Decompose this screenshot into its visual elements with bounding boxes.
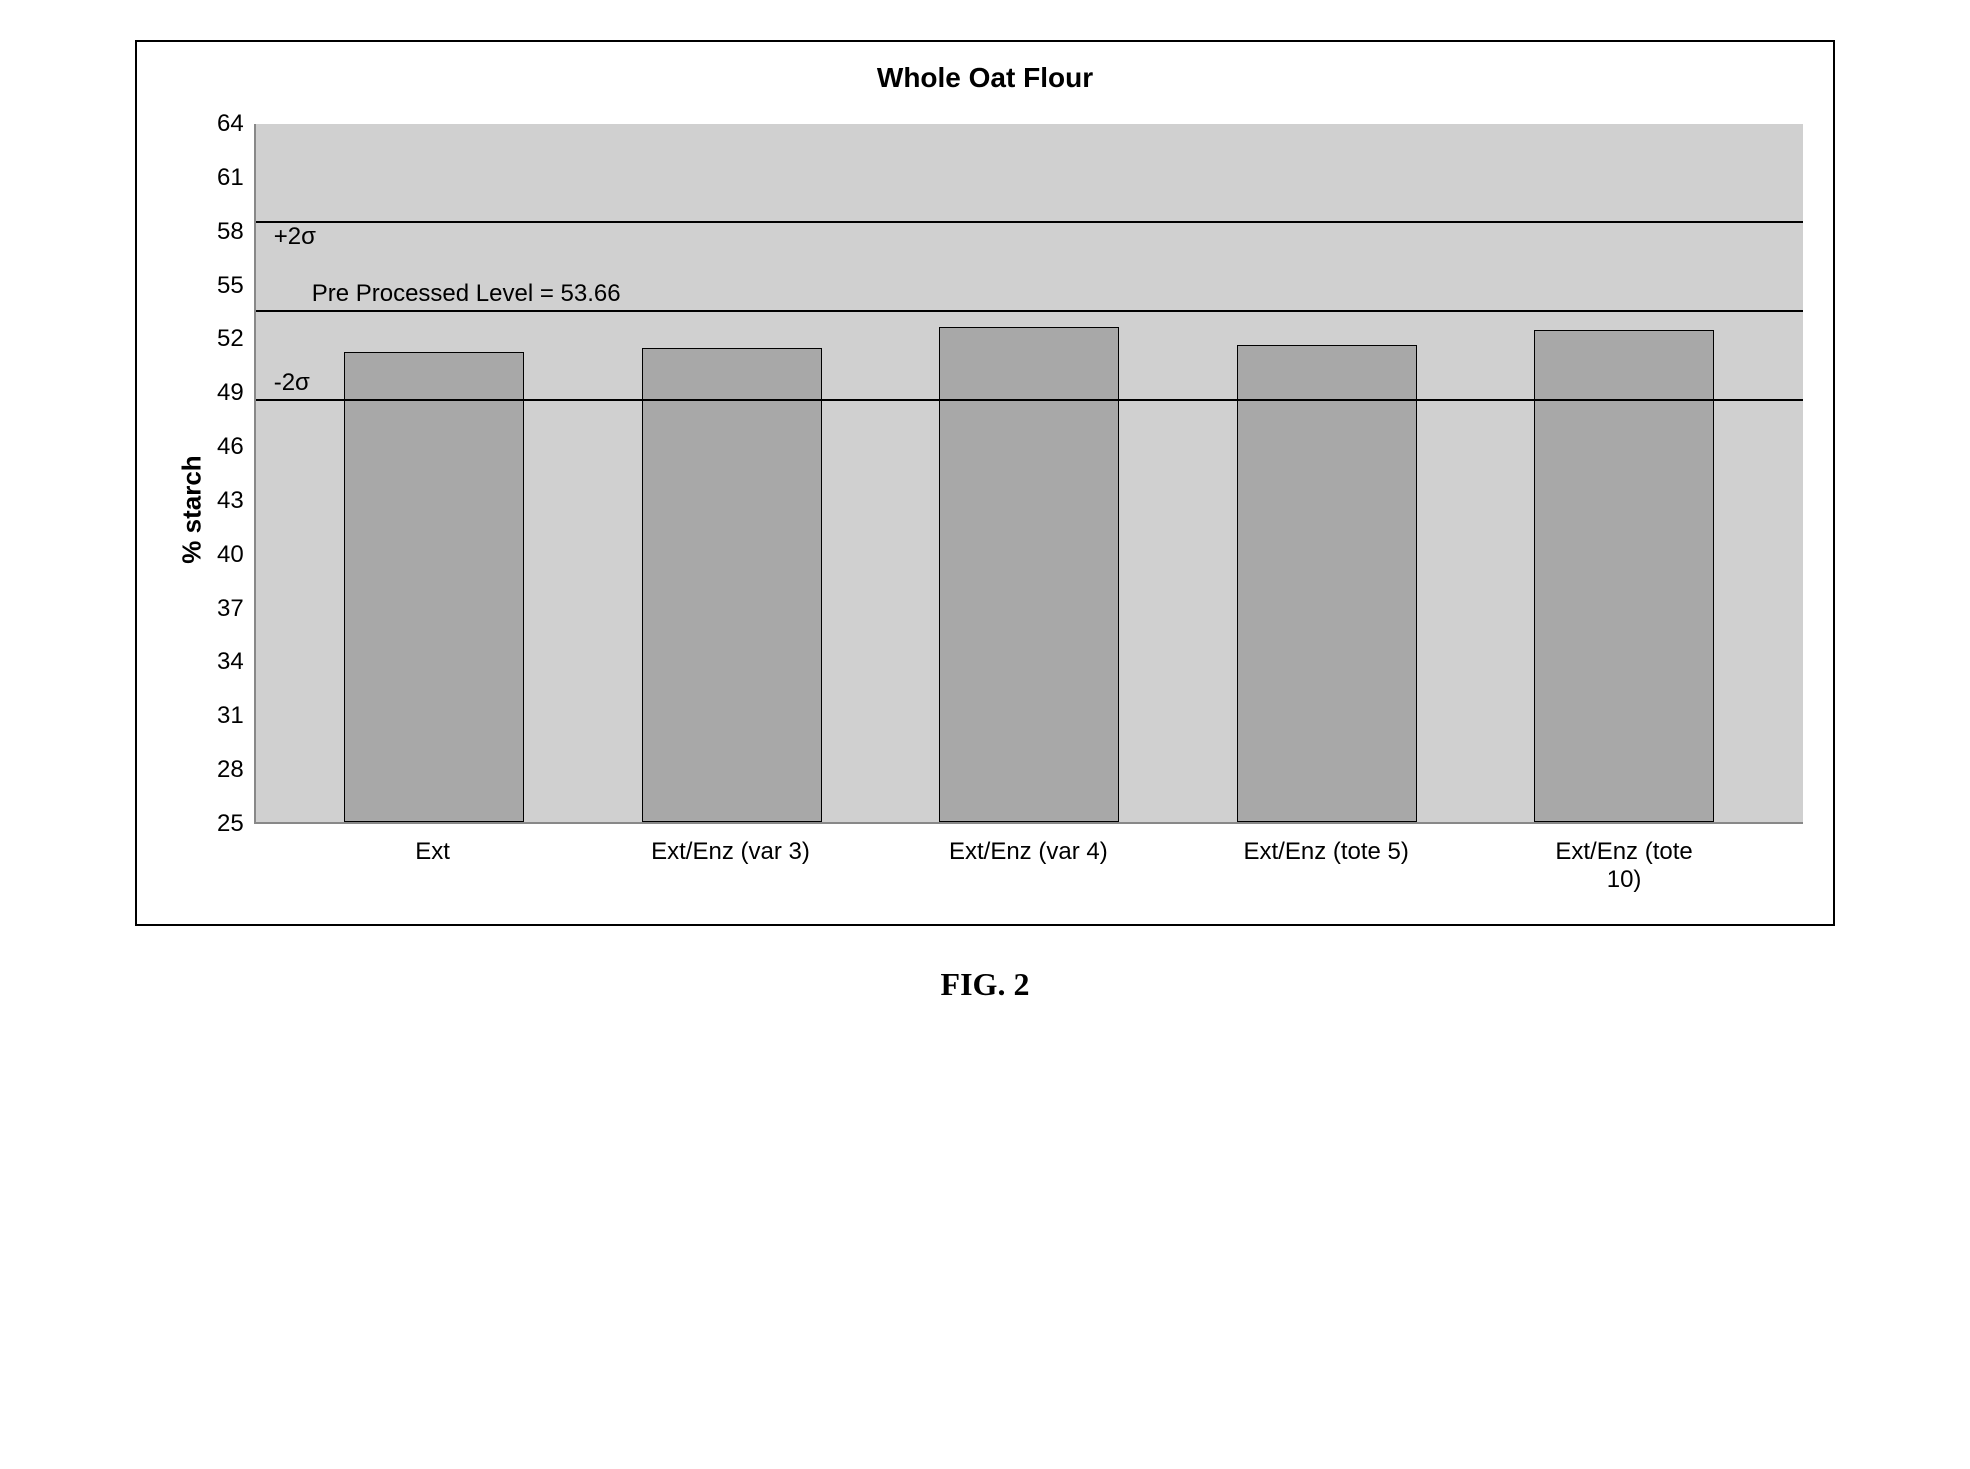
chart-frame: Whole Oat Flour % starch 646158555249464… bbox=[135, 40, 1835, 926]
plot-area: +2σ Pre Processed Level = 53.66 -2σ bbox=[254, 124, 1803, 824]
bar bbox=[1237, 345, 1417, 822]
x-tick: Ext/Enz (var 3) bbox=[640, 838, 820, 894]
reference-label: +2σ bbox=[274, 223, 316, 251]
x-tick: Ext/Enz (tote10) bbox=[1534, 838, 1714, 894]
reference-label: -2σ bbox=[274, 369, 310, 397]
x-tick: Ext/Enz (var 4) bbox=[938, 838, 1118, 894]
bars-container bbox=[256, 124, 1803, 822]
reference-line bbox=[256, 399, 1803, 401]
plot-column: +2σPre Processed Level = 53.66-2σ ExtExt… bbox=[254, 124, 1803, 894]
y-axis-label: % starch bbox=[177, 455, 208, 563]
bar bbox=[939, 327, 1119, 822]
chart-title: Whole Oat Flour bbox=[167, 62, 1803, 94]
reference-line bbox=[256, 221, 1803, 223]
bar bbox=[1534, 330, 1714, 822]
x-axis-ticks: Ext Ext/Enz (var 3) Ext/Enz (var 4) Ext/Enz… bbox=[254, 824, 1803, 894]
y-axis-label-col: % starch bbox=[167, 124, 217, 894]
bar bbox=[344, 352, 524, 822]
figure-caption: FIG. 2 bbox=[40, 966, 1930, 1003]
x-tick: Ext bbox=[343, 838, 523, 894]
reference-line bbox=[256, 310, 1803, 312]
x-tick: Ext/Enz (tote 5) bbox=[1236, 838, 1416, 894]
bar bbox=[642, 348, 822, 822]
y-axis-ticks: 6461585552494643403734312825 bbox=[217, 124, 254, 824]
chart-body: % starch 6461585552494643403734312825 +2… bbox=[167, 124, 1803, 894]
reference-label: Pre Processed Level = 53.66 bbox=[312, 280, 621, 308]
